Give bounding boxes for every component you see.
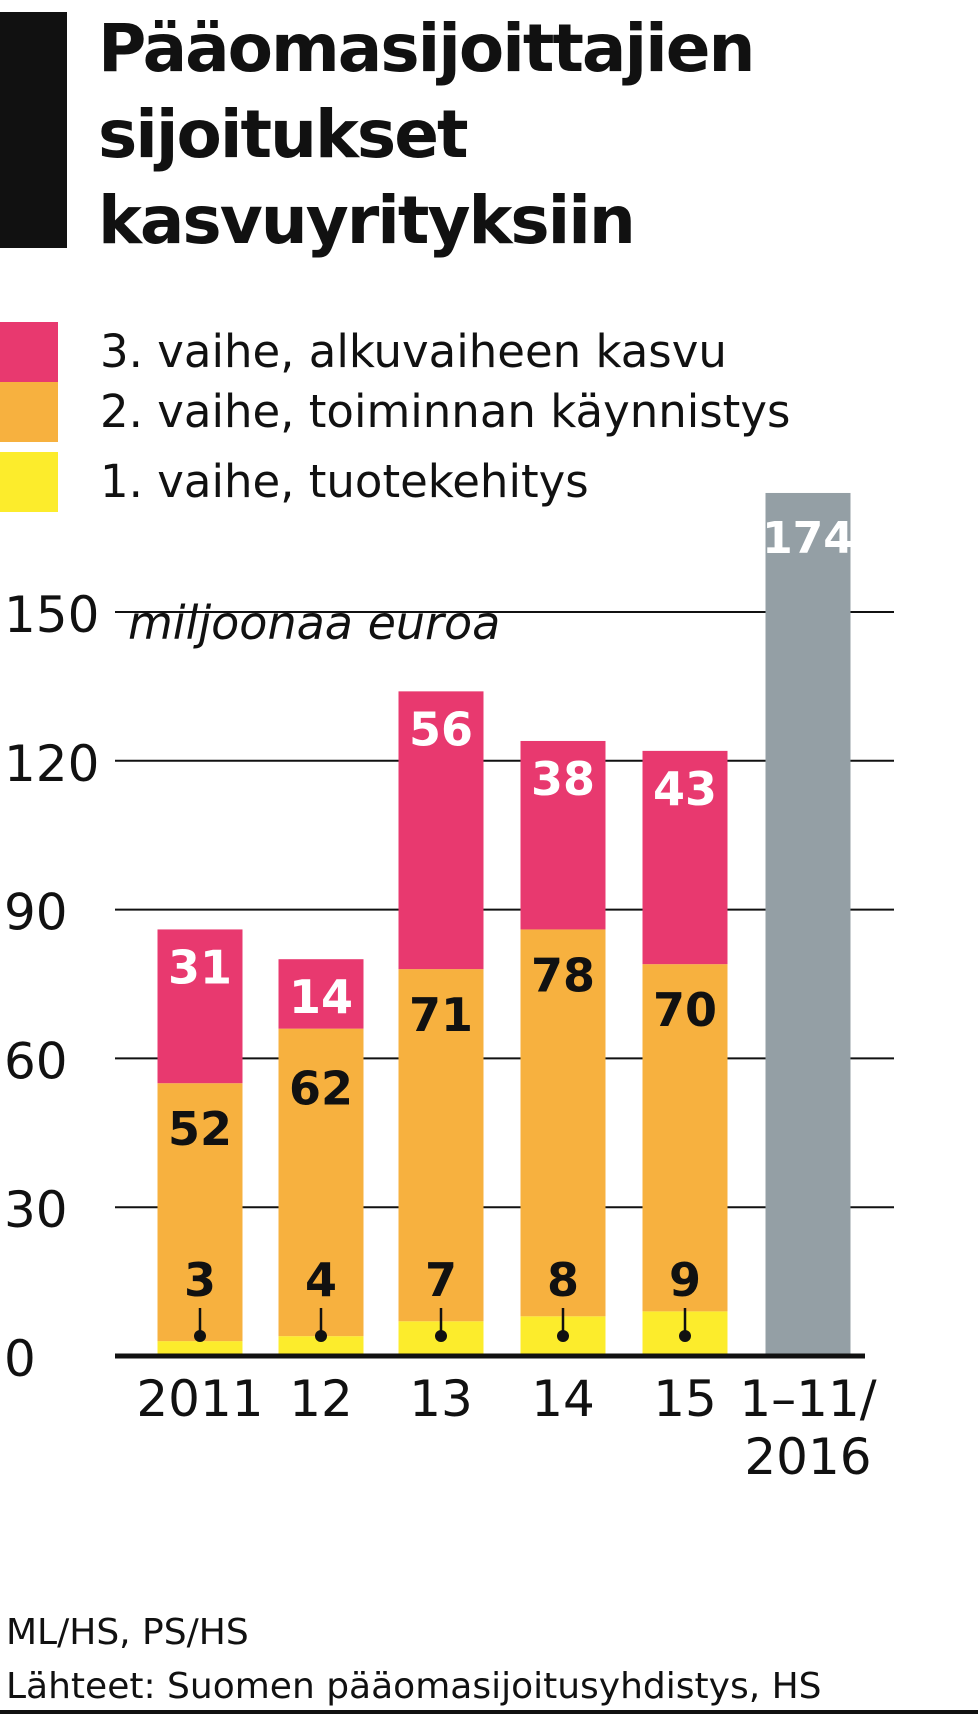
data-label-stage-3: 56 bbox=[409, 702, 473, 756]
data-label-stage-3: 43 bbox=[653, 762, 717, 816]
legend-label-stage-1: 1. vaihe, tuotekehitys bbox=[100, 455, 589, 508]
bar-segment-stage-3 bbox=[398, 691, 484, 970]
label-leader-dot bbox=[194, 1330, 206, 1342]
legend-swatch-stage-3 bbox=[0, 322, 58, 382]
title-accent-bar bbox=[0, 12, 67, 248]
data-label-stage-2: 70 bbox=[653, 983, 717, 1037]
source-note: Lähteet: Suomen pääomasijoitusyhdistys, … bbox=[6, 1666, 822, 1707]
legend-label-stage-2: 2. vaihe, toiminnan käynnistys bbox=[100, 385, 791, 438]
data-label-stage-1: 3 bbox=[184, 1253, 216, 1307]
legend-label-stage-3: 3. vaihe, alkuvaiheen kasvu bbox=[100, 325, 727, 378]
y-tick-label: 30 bbox=[4, 1181, 68, 1239]
x-tick-label: 13 bbox=[409, 1370, 473, 1428]
bar-segment-stage-3 bbox=[278, 959, 364, 1029]
bar-segment-stage-3 bbox=[157, 929, 243, 1084]
chart-title: Pääomasijoittajien sijoitukset kasvuyrit… bbox=[98, 10, 755, 259]
bar-segment-stage-2 bbox=[398, 969, 484, 1322]
data-label-stage-3: 38 bbox=[531, 752, 595, 806]
legend-swatch-stage-1 bbox=[0, 452, 58, 512]
label-leader-dot bbox=[435, 1330, 447, 1342]
x-tick-label: 15 bbox=[653, 1370, 717, 1428]
label-leader-dot bbox=[315, 1330, 327, 1342]
data-label-stage-2: 78 bbox=[531, 948, 595, 1002]
bar-segment-stage-1 bbox=[157, 1341, 243, 1356]
data-label-stage-3: 14 bbox=[289, 970, 353, 1024]
data-label-total: 174 bbox=[762, 513, 854, 564]
bottom-rule bbox=[0, 1710, 978, 1714]
credits: ML/HS, PS/HS Lähteet: Suomen pääomasijoi… bbox=[6, 1606, 822, 1714]
bar-total bbox=[765, 492, 851, 1357]
y-tick-label: 150 bbox=[4, 586, 99, 644]
legend-item-stage-3: 3. vaihe, alkuvaiheen kasvu bbox=[0, 322, 960, 382]
label-leader-dot bbox=[557, 1330, 569, 1342]
y-tick-label: 90 bbox=[4, 884, 68, 942]
legend-item-stage-2: 2. vaihe, toiminnan käynnistys bbox=[0, 382, 960, 442]
x-tick-label: 1–11/ bbox=[739, 1370, 876, 1428]
unit-label: miljoonaa euroa bbox=[128, 596, 501, 650]
data-label-stage-1: 4 bbox=[305, 1253, 337, 1307]
data-label-stage-2: 62 bbox=[289, 1062, 353, 1116]
bar-segment-stage-2 bbox=[642, 964, 728, 1312]
bar-segment-stage-1 bbox=[278, 1336, 364, 1356]
legend-swatch-stage-2 bbox=[0, 382, 58, 442]
y-tick-label: 120 bbox=[4, 735, 99, 793]
data-label-stage-1: 7 bbox=[425, 1253, 457, 1307]
bar-segment-stage-3 bbox=[642, 750, 728, 965]
bar-segment-stage-2 bbox=[278, 1028, 364, 1337]
legend-item-stage-1: 1. vaihe, tuotekehitys bbox=[0, 452, 960, 512]
bar-segment-stage-3 bbox=[520, 740, 606, 930]
data-label-stage-3: 31 bbox=[168, 940, 232, 994]
data-label-stage-2: 71 bbox=[409, 988, 473, 1042]
x-tick-label: 12 bbox=[289, 1370, 353, 1428]
bar-segment-stage-2 bbox=[157, 1083, 243, 1342]
y-tick-label: 0 bbox=[4, 1330, 36, 1388]
x-tick-label: 2011 bbox=[136, 1370, 263, 1428]
x-tick-label: 2016 bbox=[744, 1428, 871, 1486]
y-tick-label: 60 bbox=[4, 1032, 68, 1090]
label-leader-dot bbox=[679, 1330, 691, 1342]
data-label-stage-1: 9 bbox=[669, 1253, 701, 1307]
byline: ML/HS, PS/HS bbox=[6, 1612, 249, 1653]
x-tick-label: 14 bbox=[531, 1370, 595, 1428]
bar-segment-stage-2 bbox=[520, 929, 606, 1317]
data-label-stage-2: 52 bbox=[168, 1102, 232, 1156]
data-label-stage-1: 8 bbox=[547, 1253, 579, 1307]
